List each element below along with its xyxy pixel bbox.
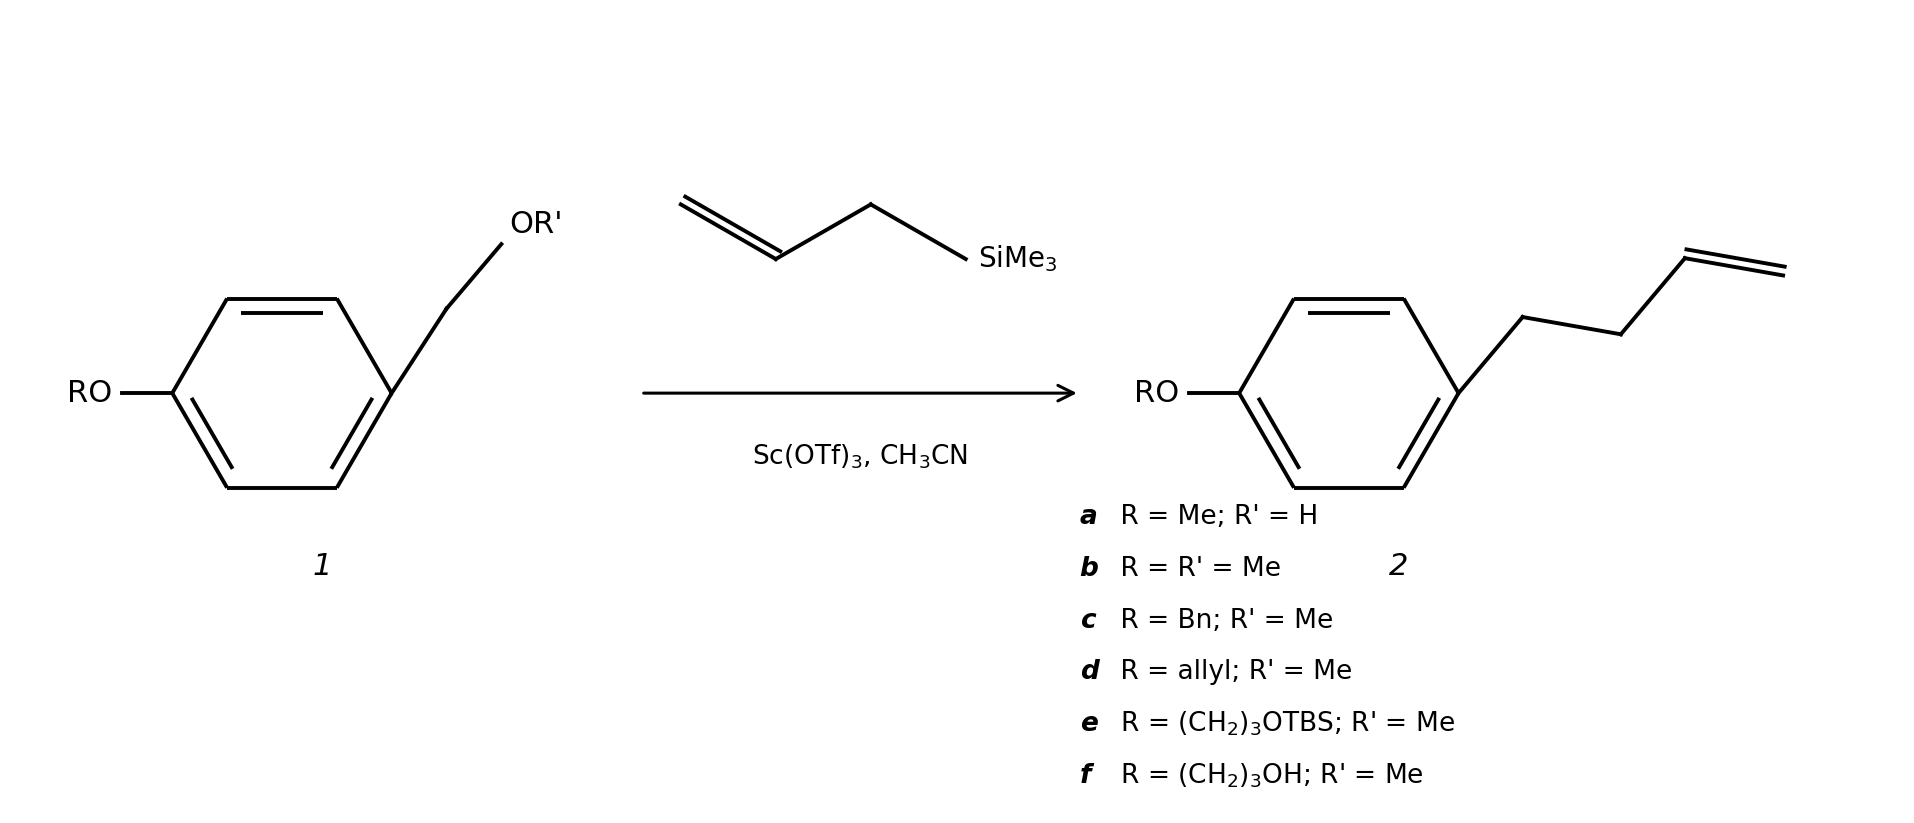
Text: R = Bn; R' = Me: R = Bn; R' = Me [1110, 607, 1332, 634]
Text: SiMe$_3$: SiMe$_3$ [978, 244, 1057, 274]
Text: a: a [1079, 504, 1097, 530]
Text: RO: RO [1133, 379, 1179, 407]
Text: R = R' = Me: R = R' = Me [1110, 556, 1280, 582]
Text: OR': OR' [509, 210, 563, 239]
Text: Sc(OTf)$_3$, CH$_3$CN: Sc(OTf)$_3$, CH$_3$CN [752, 443, 968, 472]
Text: d: d [1079, 659, 1099, 686]
Text: e: e [1079, 711, 1097, 737]
Text: R = Me; R' = H: R = Me; R' = H [1110, 504, 1317, 530]
Text: R = (CH$_2$)$_3$OH; R' = Me: R = (CH$_2$)$_3$OH; R' = Me [1110, 761, 1422, 790]
Text: f: f [1079, 763, 1091, 788]
Text: 2: 2 [1388, 552, 1407, 581]
Text: R = allyl; R' = Me: R = allyl; R' = Me [1110, 659, 1351, 686]
Text: RO: RO [67, 379, 113, 407]
Text: b: b [1079, 556, 1099, 582]
Text: 1: 1 [312, 552, 331, 581]
Text: c: c [1079, 607, 1095, 634]
Text: R = (CH$_2$)$_3$OTBS; R' = Me: R = (CH$_2$)$_3$OTBS; R' = Me [1110, 709, 1455, 738]
